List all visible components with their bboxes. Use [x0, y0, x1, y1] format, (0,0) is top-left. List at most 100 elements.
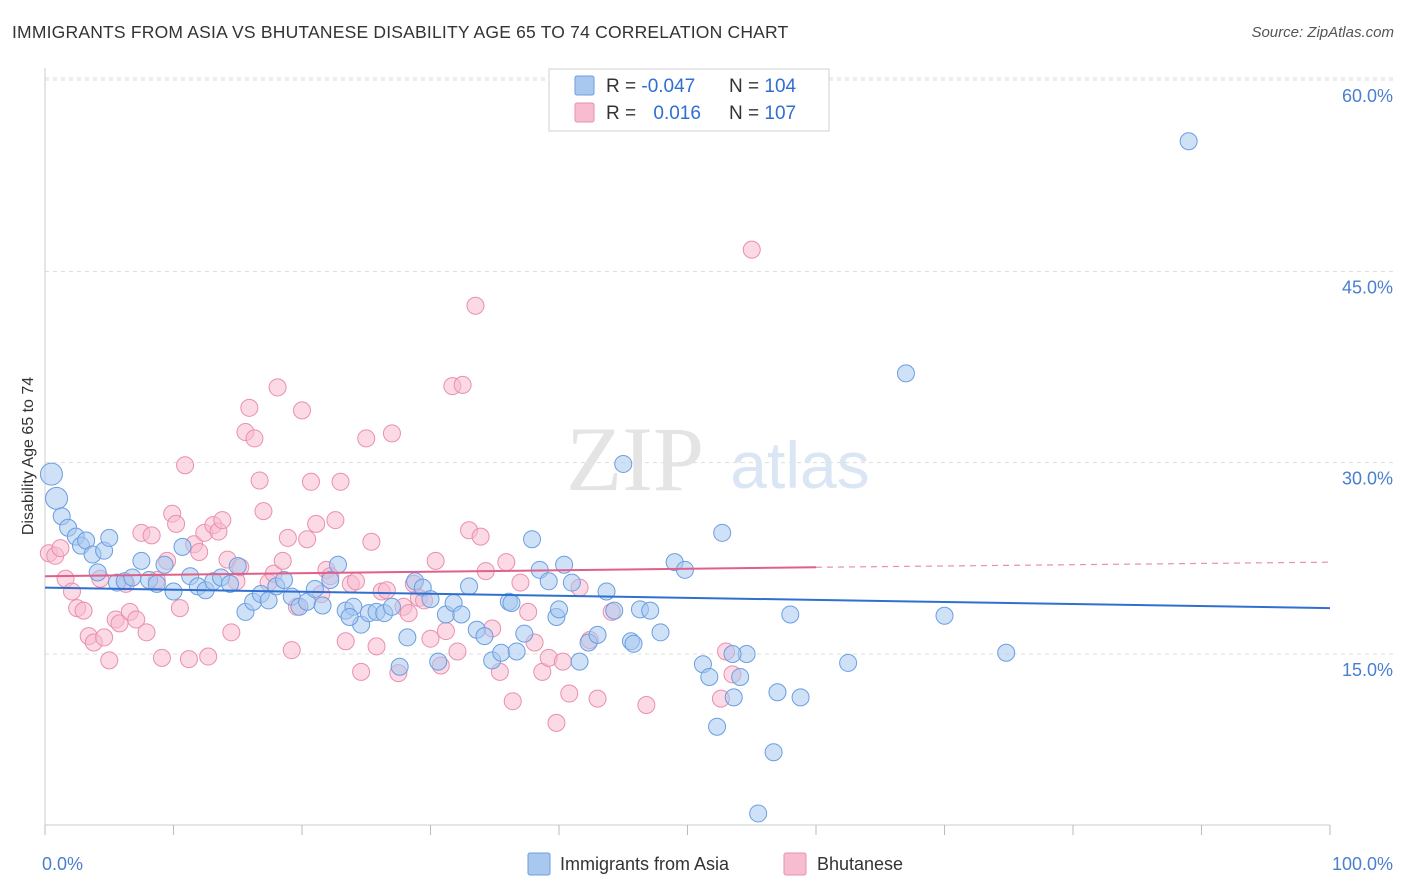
legend-swatch-asia — [574, 75, 595, 96]
bhutanese-point — [222, 623, 241, 642]
bhutanese-point — [250, 471, 269, 490]
bhutanese-point — [301, 472, 320, 491]
asia-point — [275, 571, 294, 590]
chart-title: IMMIGRANTS FROM ASIA VS BHUTANESE DISABI… — [12, 22, 789, 42]
asia-point — [708, 717, 727, 736]
bhutanese-point — [282, 641, 301, 660]
asia-point — [313, 596, 332, 615]
bhutanese-point — [637, 696, 656, 715]
bhutanese-point — [100, 651, 119, 670]
bhutanese-point — [362, 532, 381, 551]
trend-lines — [44, 561, 1331, 610]
bhutanese-point — [307, 514, 326, 533]
bhutanese-point — [436, 622, 455, 641]
bhutanese-point — [560, 684, 579, 703]
asia-point — [132, 551, 151, 570]
bhutanese-point — [278, 528, 297, 547]
legend-bottom: Immigrants from Asia Bhutanese — [527, 852, 903, 876]
legend-bottom-label-bhutanese: Bhutanese — [817, 854, 903, 874]
legend-bottom-label-asia: Immigrants from Asia — [560, 854, 730, 874]
legend-swatch-bhutanese — [574, 102, 595, 123]
y-tick-labels: 15.0% 30.0% 45.0% 60.0% — [1342, 86, 1393, 680]
asia-point — [935, 606, 954, 625]
asia-point — [173, 537, 192, 556]
y-tick-label: 15.0% — [1342, 660, 1393, 680]
bhutanese-point — [426, 551, 445, 570]
bhutanese-point — [254, 502, 273, 521]
asia-point — [749, 804, 768, 823]
bhutanese-point — [421, 629, 440, 648]
bhutanese-point — [471, 527, 490, 546]
bhutanese-point — [127, 610, 146, 629]
asia-point — [997, 643, 1016, 662]
asia-point — [155, 555, 174, 574]
svg-text:R = 0.016: R = 0.016 — [606, 103, 701, 124]
asia-point — [896, 364, 915, 383]
asia-point — [555, 555, 574, 574]
bhutanese-point — [331, 472, 350, 491]
asia-point — [781, 605, 800, 624]
bhutanese-point — [199, 647, 218, 666]
bhutanese-point — [519, 602, 538, 621]
svg-text:R = -0.047: R = -0.047 — [606, 76, 695, 97]
bhutanese-point — [142, 526, 161, 545]
asia-point — [768, 683, 787, 702]
bhutanese-point — [511, 573, 530, 592]
bhutanese-point — [466, 296, 485, 315]
bhutanese-point — [74, 601, 93, 620]
bhutanese-point — [95, 628, 114, 647]
bhutanese-point — [399, 604, 418, 623]
bhutanese-point — [137, 623, 156, 642]
bhutanese-point — [167, 514, 186, 533]
asia-point — [305, 579, 324, 598]
asia-point — [570, 652, 589, 671]
asia-point — [700, 667, 719, 686]
y-tick-label: 45.0% — [1342, 277, 1393, 297]
asia-point — [340, 608, 359, 627]
asia-point — [839, 653, 858, 672]
legend-bottom-swatch-asia — [527, 852, 551, 876]
bhutanese-point — [179, 650, 198, 669]
watermark-zip: ZIP — [566, 408, 704, 510]
x-tick-labels: 0.0% 100.0% — [42, 854, 1393, 874]
asia-point — [507, 642, 526, 661]
bhutanese-point — [268, 378, 287, 397]
asia-point — [398, 628, 417, 647]
legend-n-label-2: N = — [729, 103, 764, 124]
asia-point — [550, 600, 568, 619]
asia-trend-line — [44, 586, 1331, 610]
asia-point — [475, 627, 494, 646]
asia-point — [429, 652, 448, 671]
asia-point — [515, 624, 534, 643]
bhutanese-point — [273, 551, 292, 570]
asia-point — [421, 590, 440, 609]
asia-point — [588, 625, 607, 644]
asia-point — [460, 577, 479, 596]
bhutanese-point — [213, 511, 232, 530]
asia-point — [228, 556, 247, 575]
asia-point — [88, 563, 107, 582]
svg-text:N = 107: N = 107 — [729, 103, 796, 124]
bhutanese-point — [336, 632, 355, 651]
asia-point — [764, 743, 783, 762]
bhutanese-point — [110, 614, 129, 633]
bhutanese-point — [377, 581, 396, 600]
asia-point — [502, 593, 521, 612]
watermark-atlas: atlas — [730, 428, 869, 502]
asia-point — [382, 597, 401, 616]
asia-point — [452, 605, 471, 624]
legend-n-value-2: 107 — [764, 103, 796, 124]
bhutanese-point — [547, 713, 566, 732]
bhutanese-point — [448, 642, 467, 661]
bhutanese-point — [588, 689, 607, 708]
bhutanese-trend-line — [44, 566, 817, 578]
bhutanese-point — [357, 429, 376, 448]
bhutanese-point — [298, 530, 317, 549]
asia-point — [492, 643, 511, 662]
asia-point — [651, 623, 670, 642]
asia-point — [321, 571, 340, 590]
asia-point — [724, 688, 743, 707]
asia-point — [731, 667, 750, 686]
source-label: Source: ZipAtlas.com — [1251, 24, 1394, 41]
